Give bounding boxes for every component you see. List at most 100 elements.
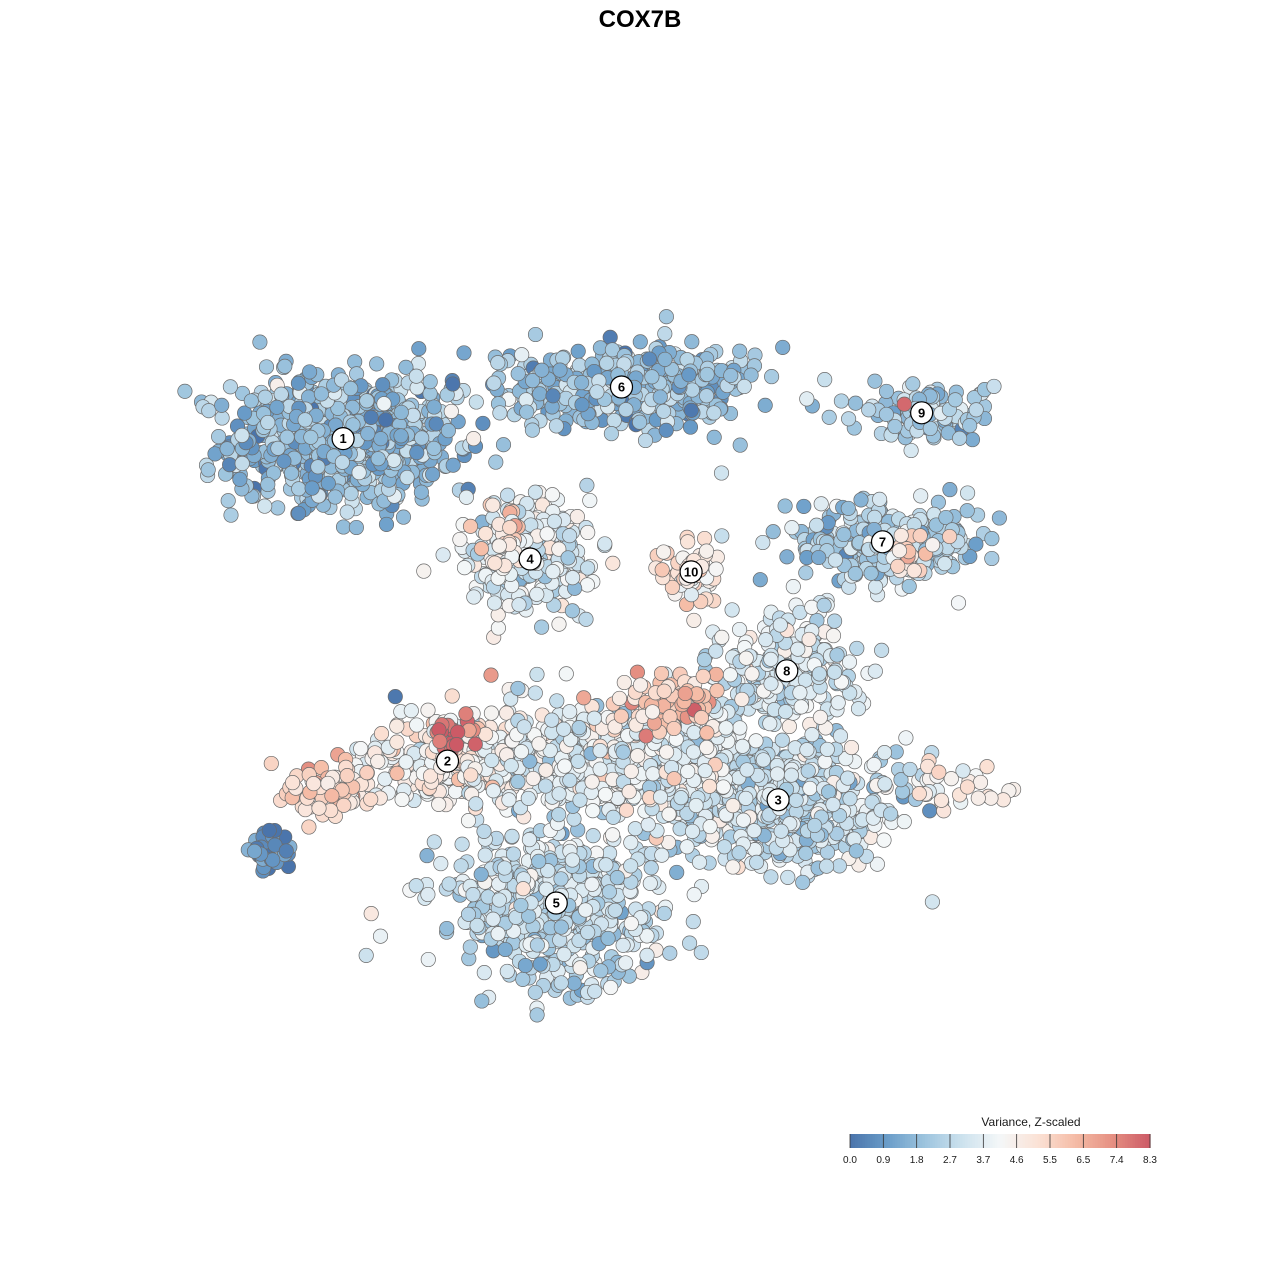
data-point	[491, 538, 507, 554]
data-point	[765, 524, 781, 540]
data-point	[922, 803, 938, 819]
data-point	[602, 329, 618, 345]
data-point	[425, 466, 441, 482]
data-point	[343, 486, 359, 502]
data-point	[724, 602, 740, 618]
data-point	[499, 963, 515, 979]
data-point	[867, 373, 883, 389]
data-point	[736, 378, 752, 395]
legend-tick-label: 6.5	[1076, 1155, 1090, 1166]
data-point	[369, 356, 385, 372]
data-point	[551, 541, 567, 557]
data-point	[755, 752, 771, 768]
data-point	[878, 406, 894, 422]
data-point	[744, 666, 760, 682]
data-point	[519, 404, 535, 420]
data-point	[970, 790, 986, 806]
data-point	[560, 550, 576, 566]
data-point	[708, 561, 724, 577]
data-point	[495, 437, 512, 453]
data-point	[551, 786, 567, 802]
data-point	[517, 957, 533, 974]
data-point	[611, 690, 628, 706]
data-point	[986, 378, 1002, 394]
data-point	[623, 858, 639, 874]
data-point	[246, 843, 263, 859]
data-point	[734, 738, 751, 754]
data-point	[327, 489, 343, 505]
data-point	[373, 431, 389, 447]
data-point	[829, 647, 845, 663]
data-point	[616, 674, 632, 691]
data-point	[825, 628, 842, 644]
cluster-label-text: 8	[783, 663, 790, 678]
data-point	[952, 430, 968, 446]
data-point	[556, 721, 572, 737]
data-point	[524, 422, 540, 438]
data-point	[263, 755, 279, 772]
data-point	[538, 778, 554, 794]
data-point	[320, 475, 336, 491]
data-point	[474, 993, 490, 1009]
data-point	[545, 564, 561, 580]
data-point	[698, 543, 715, 559]
data-point	[686, 725, 702, 741]
legend-tick-label: 8.3	[1143, 1155, 1157, 1166]
data-point	[605, 809, 621, 825]
data-point	[513, 744, 529, 760]
data-point	[562, 528, 578, 544]
data-point	[697, 763, 713, 779]
data-point	[375, 377, 391, 393]
data-point	[490, 926, 506, 942]
data-point	[749, 854, 765, 870]
data-point	[277, 358, 293, 374]
data-point	[359, 765, 375, 781]
data-point	[603, 979, 619, 996]
data-point	[416, 563, 432, 579]
data-point	[819, 741, 835, 757]
cluster-label-9: 9	[910, 401, 934, 425]
data-point	[972, 774, 989, 790]
data-point	[468, 796, 484, 812]
data-point	[339, 504, 355, 520]
data-point	[890, 558, 906, 574]
data-point	[697, 530, 713, 547]
data-point	[645, 766, 661, 782]
data-point	[896, 396, 912, 412]
data-point	[574, 375, 590, 391]
data-point	[432, 733, 448, 749]
data-point	[848, 395, 864, 411]
data-point	[654, 562, 670, 578]
data-point	[902, 761, 918, 777]
data-point	[539, 526, 555, 542]
data-point	[752, 572, 768, 588]
data-point	[426, 399, 442, 415]
data-point	[393, 404, 409, 420]
data-point	[983, 790, 999, 806]
data-point	[360, 426, 376, 442]
data-point	[984, 531, 1000, 547]
data-point	[348, 519, 364, 536]
cluster-label-text: 7	[879, 534, 886, 549]
data-point	[959, 503, 975, 519]
data-point	[428, 416, 444, 432]
data-point	[666, 720, 682, 737]
data-point	[801, 631, 817, 647]
cluster-label-text: 9	[918, 405, 925, 420]
data-point	[376, 396, 392, 412]
data-point	[840, 770, 856, 786]
data-point	[420, 702, 436, 718]
chart-title: COX7B	[599, 6, 682, 33]
data-point	[291, 481, 307, 497]
data-point	[410, 356, 426, 372]
data-point	[336, 797, 352, 813]
cluster-label-2: 2	[435, 749, 460, 773]
legend-title: Variance, Z-scaled	[981, 1115, 1080, 1129]
data-point	[603, 426, 619, 442]
data-point	[527, 984, 543, 1000]
data-point	[570, 753, 586, 769]
data-point	[947, 392, 963, 408]
data-point	[735, 812, 751, 828]
cluster-label-text: 2	[444, 754, 451, 769]
data-point	[409, 445, 425, 461]
